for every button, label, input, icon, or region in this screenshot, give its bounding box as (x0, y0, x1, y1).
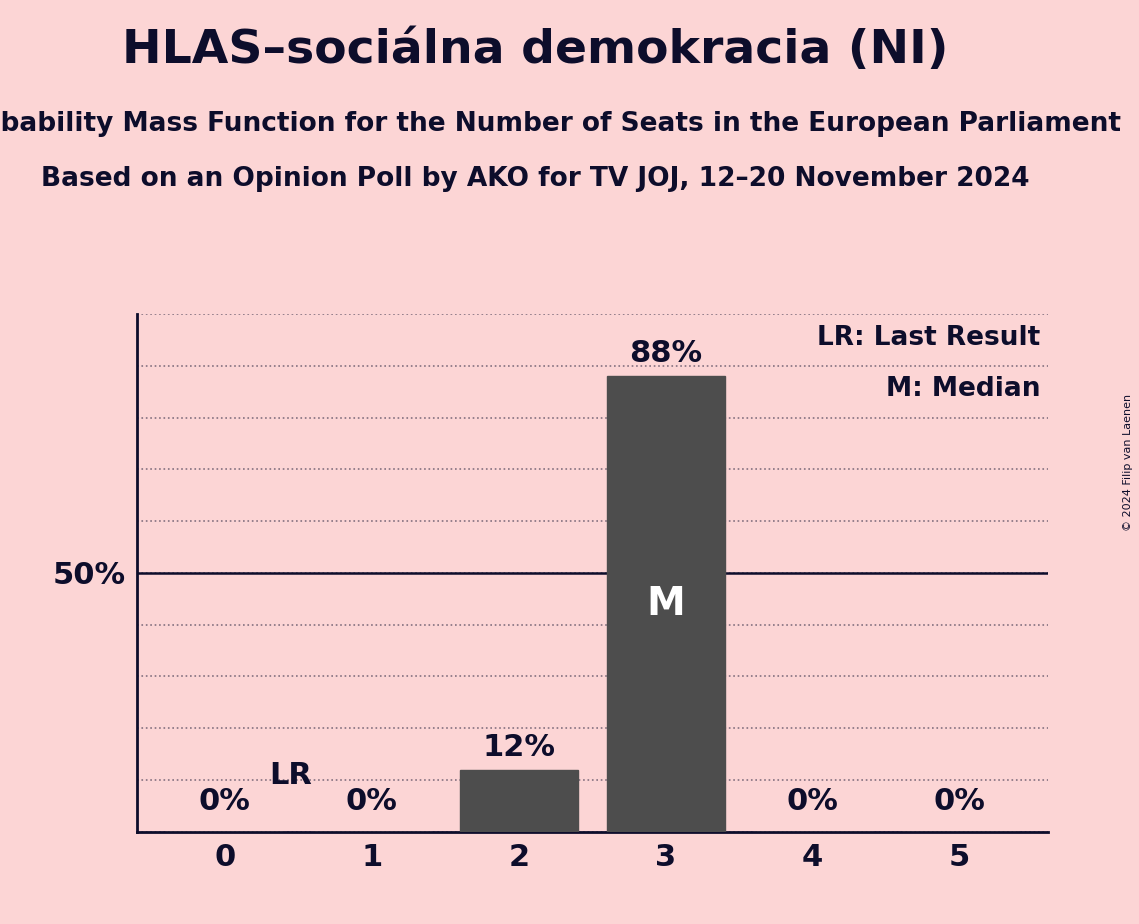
Bar (460, 770, 577, 832)
Text: M: M (647, 585, 686, 623)
Text: 0%: 0% (199, 787, 251, 816)
Text: 88%: 88% (629, 339, 703, 369)
Text: 0%: 0% (346, 787, 398, 816)
Text: © 2024 Filip van Laenen: © 2024 Filip van Laenen (1123, 394, 1133, 530)
Text: Based on an Opinion Poll by AKO for TV JOJ, 12–20 November 2024: Based on an Opinion Poll by AKO for TV J… (41, 166, 1030, 192)
Text: 0%: 0% (934, 787, 985, 816)
Text: HLAS–sociálna demokracia (NI): HLAS–sociálna demokracia (NI) (122, 28, 949, 73)
Text: Probability Mass Function for the Number of Seats in the European Parliament: Probability Mass Function for the Number… (0, 111, 1121, 137)
Bar (607, 376, 724, 832)
Text: M: Median: M: Median (886, 376, 1041, 402)
Text: 0%: 0% (787, 787, 838, 816)
Text: LR: Last Result: LR: Last Result (818, 324, 1041, 350)
Text: 12%: 12% (482, 733, 556, 761)
Text: LR: LR (270, 761, 312, 790)
